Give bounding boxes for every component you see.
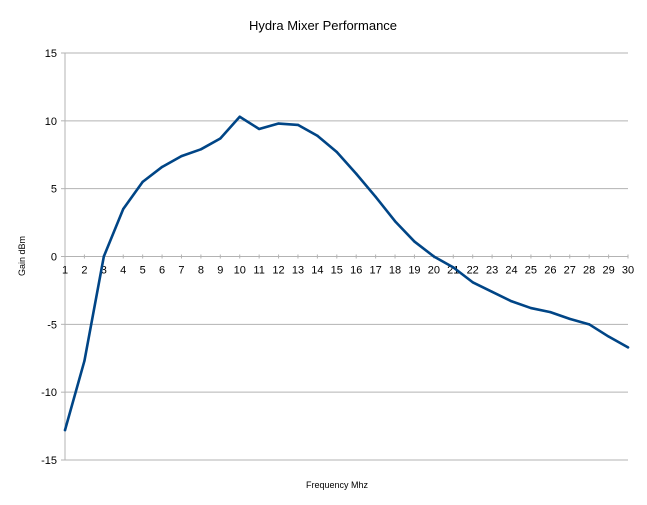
data-point xyxy=(607,335,610,338)
x-axis-title: Frequency Mhz xyxy=(306,480,369,490)
data-point xyxy=(393,220,397,223)
data-point xyxy=(296,123,300,127)
data-point xyxy=(122,207,125,211)
x-tick-label: 16 xyxy=(350,265,362,277)
data-point xyxy=(510,300,513,303)
y-tick-label: -10 xyxy=(41,387,57,399)
data-point xyxy=(374,195,377,199)
data-point xyxy=(471,281,474,284)
data-point xyxy=(529,306,533,310)
y-tick-labels: 15 10 5 0 -5 -10 -15 xyxy=(41,48,57,467)
x-tick-label: 21 xyxy=(447,265,459,277)
axes xyxy=(61,52,629,461)
x-tick-label: 4 xyxy=(120,265,126,277)
y-tick-label: -5 xyxy=(47,319,57,331)
x-tick-label: 19 xyxy=(408,265,420,277)
y-tick-label: 10 xyxy=(45,116,57,128)
x-tick-label: 1 xyxy=(62,265,68,277)
x-tick-label: 9 xyxy=(217,265,223,277)
x-tick-label: 3 xyxy=(101,265,107,277)
data-point xyxy=(63,428,67,432)
x-tick-label: 5 xyxy=(140,265,146,277)
x-tick-label: 6 xyxy=(159,265,165,277)
data-point xyxy=(587,323,591,326)
x-tick-label: 23 xyxy=(486,265,498,277)
data-point xyxy=(568,317,571,321)
x-tick-label: 7 xyxy=(178,265,184,277)
data-point xyxy=(316,134,319,137)
x-tick-label: 17 xyxy=(369,265,381,277)
y-tick-label: 0 xyxy=(51,252,57,264)
y-tick-label: 15 xyxy=(45,48,57,60)
chart-title: Hydra Mixer Performance xyxy=(249,18,397,33)
x-tick-label: 29 xyxy=(602,265,614,277)
x-tick-labels: 1 2 3 4 5 6 7 8 9 10 11 12 13 14 15 16 17 18 19 20 21 22 23 24 2… xyxy=(62,265,634,277)
x-tick-label: 13 xyxy=(292,265,304,277)
series-line xyxy=(63,115,630,432)
data-point xyxy=(199,148,203,151)
y-tick-label: -15 xyxy=(41,455,57,467)
data-point xyxy=(219,137,222,140)
x-tick-label: 26 xyxy=(544,265,556,277)
data-point xyxy=(355,172,358,175)
data-point xyxy=(335,150,338,154)
x-tick-label: 8 xyxy=(198,265,204,277)
data-point xyxy=(413,240,416,243)
x-tick-label: 20 xyxy=(428,265,440,277)
x-tick-label: 24 xyxy=(505,265,517,277)
data-point xyxy=(490,290,494,293)
data-point xyxy=(626,346,630,349)
data-point xyxy=(549,310,552,314)
data-point xyxy=(452,266,455,269)
data-point xyxy=(160,165,164,169)
data-point xyxy=(277,122,280,125)
data-point xyxy=(102,255,106,258)
series-layer xyxy=(63,115,630,432)
data-point xyxy=(432,255,436,258)
x-tick-label: 28 xyxy=(583,265,595,277)
x-tick-label: 27 xyxy=(564,265,576,277)
x-tick-label: 12 xyxy=(272,265,284,277)
data-point xyxy=(257,127,261,131)
x-tick-label: 10 xyxy=(234,265,246,277)
x-tick-label: 18 xyxy=(389,265,401,277)
x-tick-label: 2 xyxy=(81,265,87,277)
data-point xyxy=(83,359,86,363)
x-tick-label: 11 xyxy=(253,265,264,277)
y-tick-label: 5 xyxy=(51,184,57,196)
x-tick-label: 14 xyxy=(311,265,323,277)
x-tick-label: 22 xyxy=(467,265,479,277)
x-tick-label: 30 xyxy=(622,265,634,277)
x-tick-label: 25 xyxy=(525,265,537,277)
data-point xyxy=(141,180,144,184)
y-axis-title: Gain dBm xyxy=(17,236,27,276)
x-tick-label: 15 xyxy=(331,265,343,277)
data-point xyxy=(238,115,241,118)
data-point xyxy=(180,154,183,158)
